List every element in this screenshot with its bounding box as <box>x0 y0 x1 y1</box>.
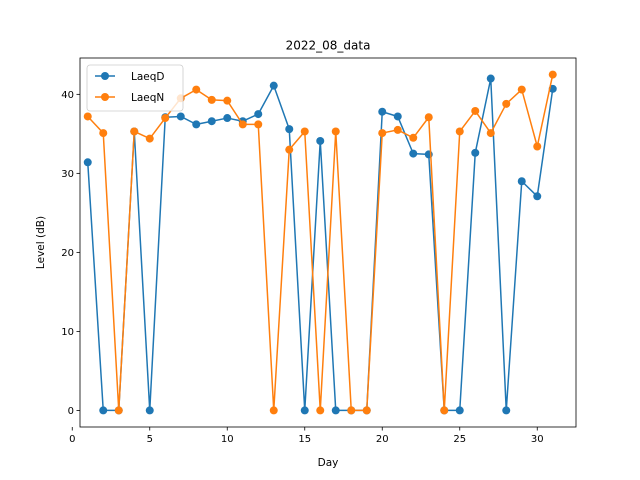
data-point-laeqn <box>99 129 108 138</box>
data-point-laeqd <box>409 149 418 158</box>
data-point-laeqn <box>471 106 480 115</box>
data-point-laeqd <box>99 406 108 415</box>
data-point-laeqn <box>347 406 356 415</box>
data-point-laeqd <box>192 120 201 129</box>
y-tick-label: 10 <box>61 327 74 338</box>
data-point-laeqn <box>424 113 433 122</box>
x-tick-label: 0 <box>69 434 75 445</box>
y-tick-label: 30 <box>61 169 74 180</box>
data-point-laeqd <box>223 114 232 123</box>
data-point-laeqn <box>254 120 263 129</box>
y-axis: 0 10 20 30 40 <box>61 90 80 417</box>
data-point-laeqd <box>145 406 154 415</box>
data-point-laeqd <box>486 74 495 83</box>
data-point-laeqd <box>300 406 309 415</box>
legend: LaeqD LaeqN <box>86 64 184 112</box>
data-point-laeqn <box>285 145 294 154</box>
data-point-laeqd <box>502 406 511 415</box>
data-point-laeqn <box>440 406 449 415</box>
x-tick-label: 25 <box>453 434 466 445</box>
legend-marker-laeqd <box>101 72 109 80</box>
y-tick-label: 40 <box>61 90 74 101</box>
data-point-laeqn <box>83 112 92 121</box>
legend-label-laeqn: LaeqN <box>131 92 164 104</box>
data-point-laeqn <box>486 129 495 138</box>
data-point-laeqn <box>502 99 511 108</box>
x-axis: 0 5 10 15 20 25 30 <box>69 427 544 445</box>
data-point-laeqn <box>192 85 201 94</box>
data-point-laeqn <box>207 95 216 104</box>
x-tick-label: 5 <box>147 434 153 445</box>
data-point-laeqn <box>114 406 123 415</box>
data-point-laeqd <box>517 177 526 186</box>
legend-marker-laeqn <box>101 93 109 101</box>
data-point-laeqn <box>316 406 325 415</box>
data-point-laeqn <box>130 127 139 136</box>
data-point-laeqn <box>409 133 418 142</box>
y-axis-title: Level (dB) <box>35 216 47 269</box>
data-point-laeqn <box>517 85 526 94</box>
x-tick-label: 30 <box>531 434 544 445</box>
plot-frame <box>79 57 577 428</box>
data-point-laeqn <box>455 127 464 136</box>
data-point-laeqd <box>207 117 216 126</box>
data-point-laeqn <box>378 129 387 138</box>
data-point-laeqn <box>548 70 557 79</box>
data-point-laeqn <box>300 127 309 136</box>
data-point-laeqd <box>176 112 185 121</box>
data-point-laeqn <box>269 406 278 415</box>
x-tick-label: 20 <box>376 434 389 445</box>
data-point-laeqd <box>83 158 92 167</box>
series-layer <box>83 70 557 415</box>
series-line-laeqn <box>87 74 554 412</box>
data-point-laeqd <box>254 110 263 119</box>
data-point-laeqd <box>316 136 325 145</box>
legend-label-laeqd: LaeqD <box>131 71 165 83</box>
data-point-laeqn <box>331 127 340 136</box>
data-point-laeqd <box>285 125 294 134</box>
chart-title: 2022_08_data <box>286 39 371 53</box>
data-point-laeqd <box>533 192 542 201</box>
data-point-laeqn <box>362 406 371 415</box>
data-point-laeqd <box>393 112 402 121</box>
x-tick-label: 10 <box>221 434 234 445</box>
x-tick-label: 15 <box>298 434 311 445</box>
y-tick-label: 0 <box>68 406 74 417</box>
data-point-laeqn <box>223 96 232 105</box>
data-point-laeqn <box>161 114 170 123</box>
data-point-laeqn <box>393 125 402 134</box>
data-point-laeqd <box>455 406 464 415</box>
data-point-laeqn <box>533 142 542 151</box>
data-point-laeqd <box>269 81 278 90</box>
data-point-laeqn <box>145 134 154 143</box>
data-point-laeqd <box>471 148 480 157</box>
data-point-laeqd <box>331 406 340 415</box>
x-axis-title: Day <box>318 457 339 469</box>
data-point-laeqn <box>238 120 247 129</box>
y-tick-label: 20 <box>61 248 74 259</box>
data-point-laeqd <box>378 107 387 116</box>
